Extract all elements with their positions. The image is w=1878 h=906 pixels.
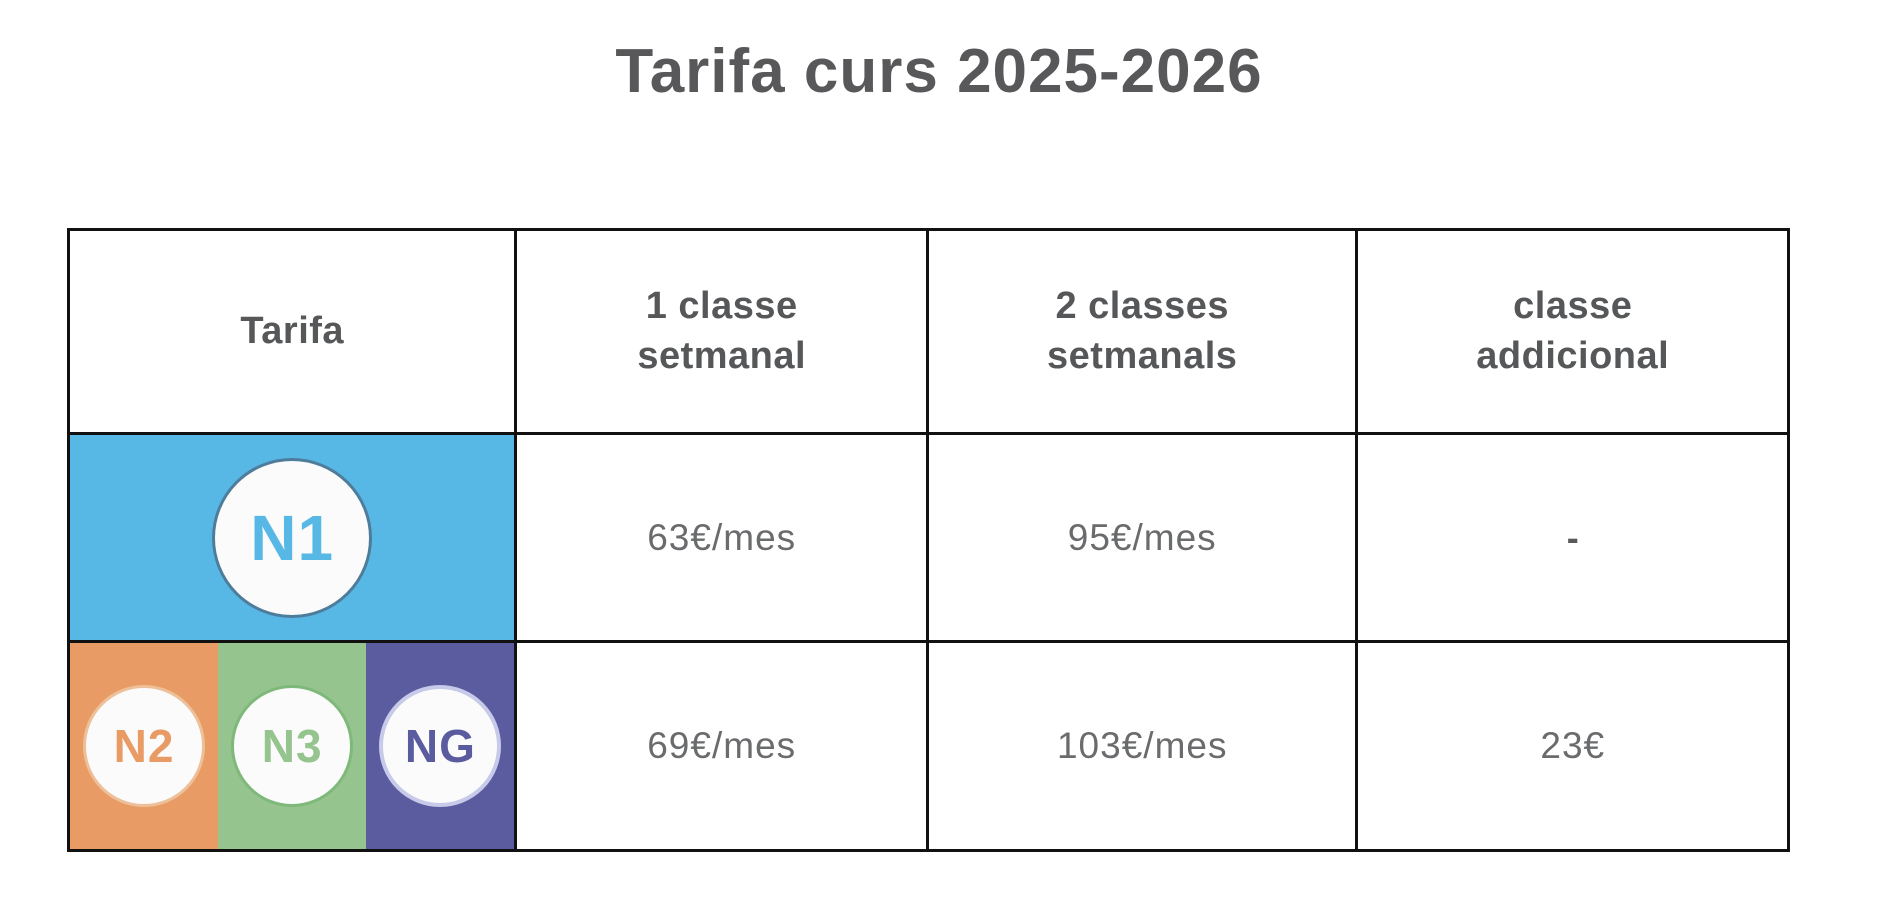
page-title: Tarifa curs 2025-2026 xyxy=(615,37,1263,106)
level-badge-n3-label: N3 xyxy=(261,720,323,772)
price-n2n3ng-additional: 23€ xyxy=(1358,643,1787,849)
price-n1-two-classes: 95€/mes xyxy=(928,435,1359,643)
level-badge-ng: NG xyxy=(379,685,502,807)
level-cell-n2-n3-ng: N2 N3 NG xyxy=(70,643,518,849)
column-header-two-classes: 2 classes setmanals xyxy=(928,231,1359,436)
level-band-ng: NG xyxy=(366,643,515,849)
level-band-wrap: N2 N3 NG xyxy=(70,643,515,849)
price-n2n3ng-two-classes: 103€/mes xyxy=(928,643,1359,849)
level-badge-ng-label: NG xyxy=(404,720,476,772)
level-badge-n1: N1 xyxy=(212,457,373,618)
level-band-n3: N3 xyxy=(218,643,367,849)
column-header-tarifa: Tarifa xyxy=(70,231,518,436)
level-badge-n1-label: N1 xyxy=(250,501,335,574)
price-n1-one-class: 63€/mes xyxy=(517,435,929,643)
price-n2n3ng-one-class: 69€/mes xyxy=(517,643,929,849)
level-cell-n1: N1 xyxy=(70,435,518,643)
pricing-table: Tarifa 1 classe setmanal 2 classes setma… xyxy=(67,228,1790,852)
price-n1-additional: - xyxy=(1358,435,1787,643)
level-badge-n2: N2 xyxy=(83,685,206,807)
level-badge-n2-label: N2 xyxy=(113,720,175,772)
level-band-n2: N2 xyxy=(70,643,219,849)
level-badge-n3: N3 xyxy=(231,685,354,807)
column-header-one-class: 1 classe setmanal xyxy=(517,231,929,436)
column-header-additional: classe addicional xyxy=(1358,231,1787,436)
